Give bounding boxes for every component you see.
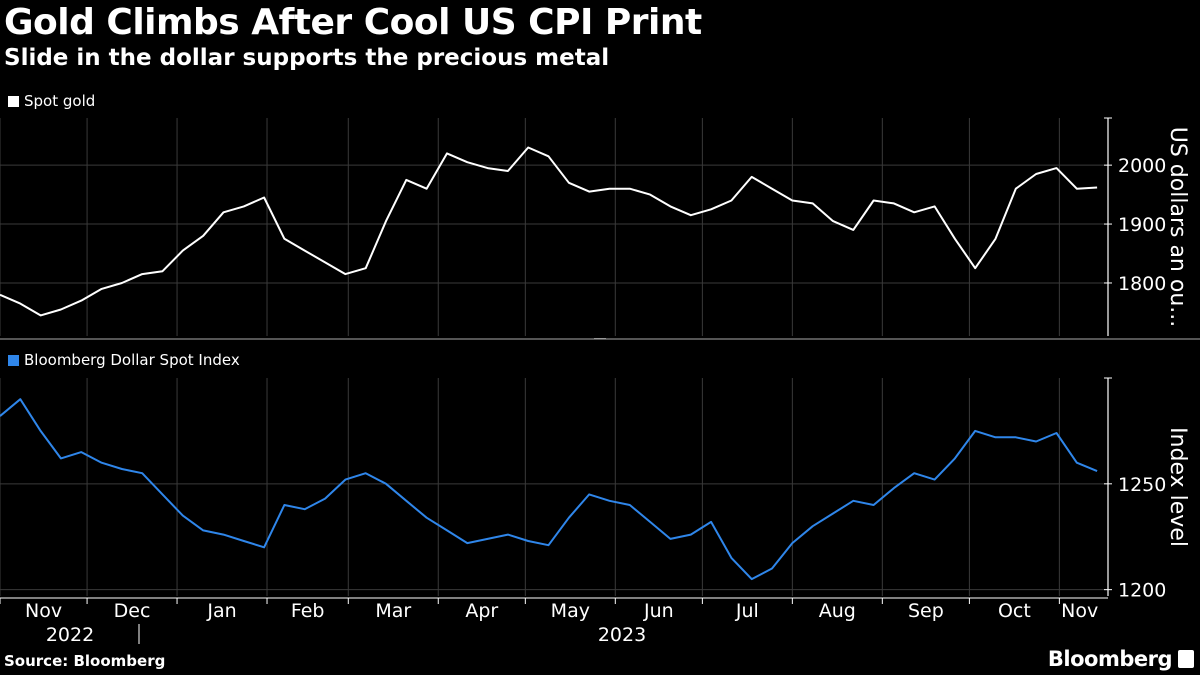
bloomberg-terminal-icon <box>1178 650 1194 668</box>
spot-gold-line <box>0 146 1098 317</box>
legend-swatch-gold <box>8 95 19 107</box>
y-axis-title: Index level <box>1165 427 1190 547</box>
y-tick-label: 1900 <box>1118 214 1166 236</box>
y-tick-label: 2000 <box>1118 155 1166 177</box>
x-tick-label: Feb <box>291 600 325 622</box>
x-tick-label: Nov <box>25 600 62 622</box>
x-year-label: 2022 <box>46 624 94 646</box>
x-tick-label: Apr <box>465 600 498 622</box>
legend-dollar-index: Bloomberg Dollar Spot Index <box>8 351 240 369</box>
chart-title: Gold Climbs After Cool US CPI Print <box>4 2 702 43</box>
x-tick-label: Nov <box>1061 600 1098 622</box>
x-tick-label: Aug <box>819 600 856 622</box>
x-tick-label: Sep <box>908 600 944 622</box>
source-note: Source: Bloomberg <box>4 652 166 670</box>
x-tick-label: Jun <box>643 600 674 622</box>
brand-logo: Bloomberg <box>1047 647 1173 671</box>
x-tick-label: May <box>551 600 590 622</box>
x-tick-label: Mar <box>375 600 411 622</box>
legend-label-dollar: Bloomberg Dollar Spot Index <box>24 351 240 369</box>
legend-swatch-dollar <box>8 354 19 366</box>
x-tick-label: Jul <box>735 600 759 622</box>
y-tick-label: 1250 <box>1118 474 1166 496</box>
legend-label-gold: Spot gold <box>24 92 96 110</box>
x-tick-label: Dec <box>114 600 151 622</box>
x-tick-label: Oct <box>998 600 1031 622</box>
dollar-index-line <box>0 398 1098 581</box>
x-tick-label: Jan <box>206 600 236 622</box>
y-tick-label: 1800 <box>1118 273 1166 295</box>
chart-subtitle: Slide in the dollar supports the preciou… <box>4 45 610 71</box>
y-tick-label: 1200 <box>1118 580 1166 602</box>
y-axis-title: US dollars an ou... <box>1165 127 1190 328</box>
legend-spot-gold: Spot gold <box>8 92 95 110</box>
x-year-label: 2023 <box>598 624 646 646</box>
